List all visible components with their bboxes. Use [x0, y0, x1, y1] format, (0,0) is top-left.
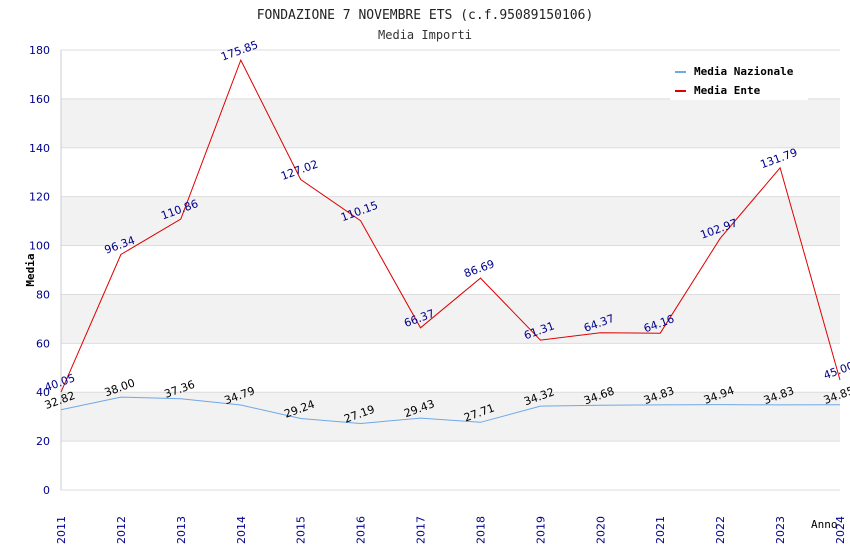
y-tick-label: 20 — [36, 435, 50, 448]
y-tick-label: 140 — [29, 142, 50, 155]
chart-title: FONDAZIONE 7 NOVEMBRE ETS (c.f.950891501… — [257, 8, 594, 23]
x-tick-label: 2015 — [295, 516, 308, 544]
band-2 — [61, 343, 840, 393]
y-axis-label: Media — [24, 253, 37, 286]
x-tick-label: 2019 — [534, 516, 547, 544]
series-lines — [60, 58, 841, 425]
x-tick-label: 2017 — [415, 516, 428, 544]
x-tick-label: 2013 — [175, 516, 188, 544]
legend-label-media-nazionale: Media Nazionale — [694, 65, 794, 78]
x-tick-label: 2024 — [834, 516, 847, 544]
y-tick-label: 100 — [29, 240, 50, 253]
series-line-media-nazionale — [60, 396, 841, 425]
band-6 — [61, 147, 840, 197]
series-line-media-ente — [60, 58, 841, 393]
band-0 — [61, 441, 840, 490]
x-tick-label: 2014 — [235, 516, 248, 544]
gridlines — [61, 49, 840, 491]
y-tick-labels: 0 20 40 60 80 100 120 140 160 180 — [29, 44, 50, 497]
y-tick-label: 120 — [29, 191, 50, 204]
x-tick-label: 2018 — [474, 516, 487, 544]
band-5 — [61, 196, 840, 246]
y-tick-label: 40 — [36, 386, 50, 399]
x-tick-labels: 2011 2012 2013 2014 2015 2016 2017 2018 2019 2020… — [55, 516, 847, 544]
band-1 — [61, 392, 840, 442]
chart-subtitle: Media Importi — [378, 28, 472, 42]
legend-box — [670, 60, 808, 100]
x-tick-label: 2020 — [594, 516, 607, 544]
band-4 — [61, 245, 840, 295]
x-tick-label: 2021 — [654, 516, 667, 544]
y-tick-label: 180 — [29, 44, 50, 57]
x-tick-label: 2022 — [714, 516, 727, 544]
y-tick-label: 80 — [36, 288, 50, 301]
y-tick-label: 160 — [29, 93, 50, 106]
x-tick-label: 2011 — [55, 516, 68, 544]
legend-label-media-ente: Media Ente — [694, 84, 761, 97]
x-tick-label: 2012 — [115, 516, 128, 544]
background-bands — [61, 50, 840, 490]
band-7 — [61, 98, 840, 148]
x-tick-label: 2016 — [355, 516, 368, 544]
x-tick-label: 2023 — [774, 516, 787, 544]
y-tick-label: 60 — [36, 337, 50, 350]
x-axis-label: Anno — [811, 518, 838, 531]
y-tick-label: 0 — [43, 484, 50, 497]
legend: Media Nazionale Media Ente — [670, 60, 808, 100]
band-3 — [61, 294, 840, 344]
